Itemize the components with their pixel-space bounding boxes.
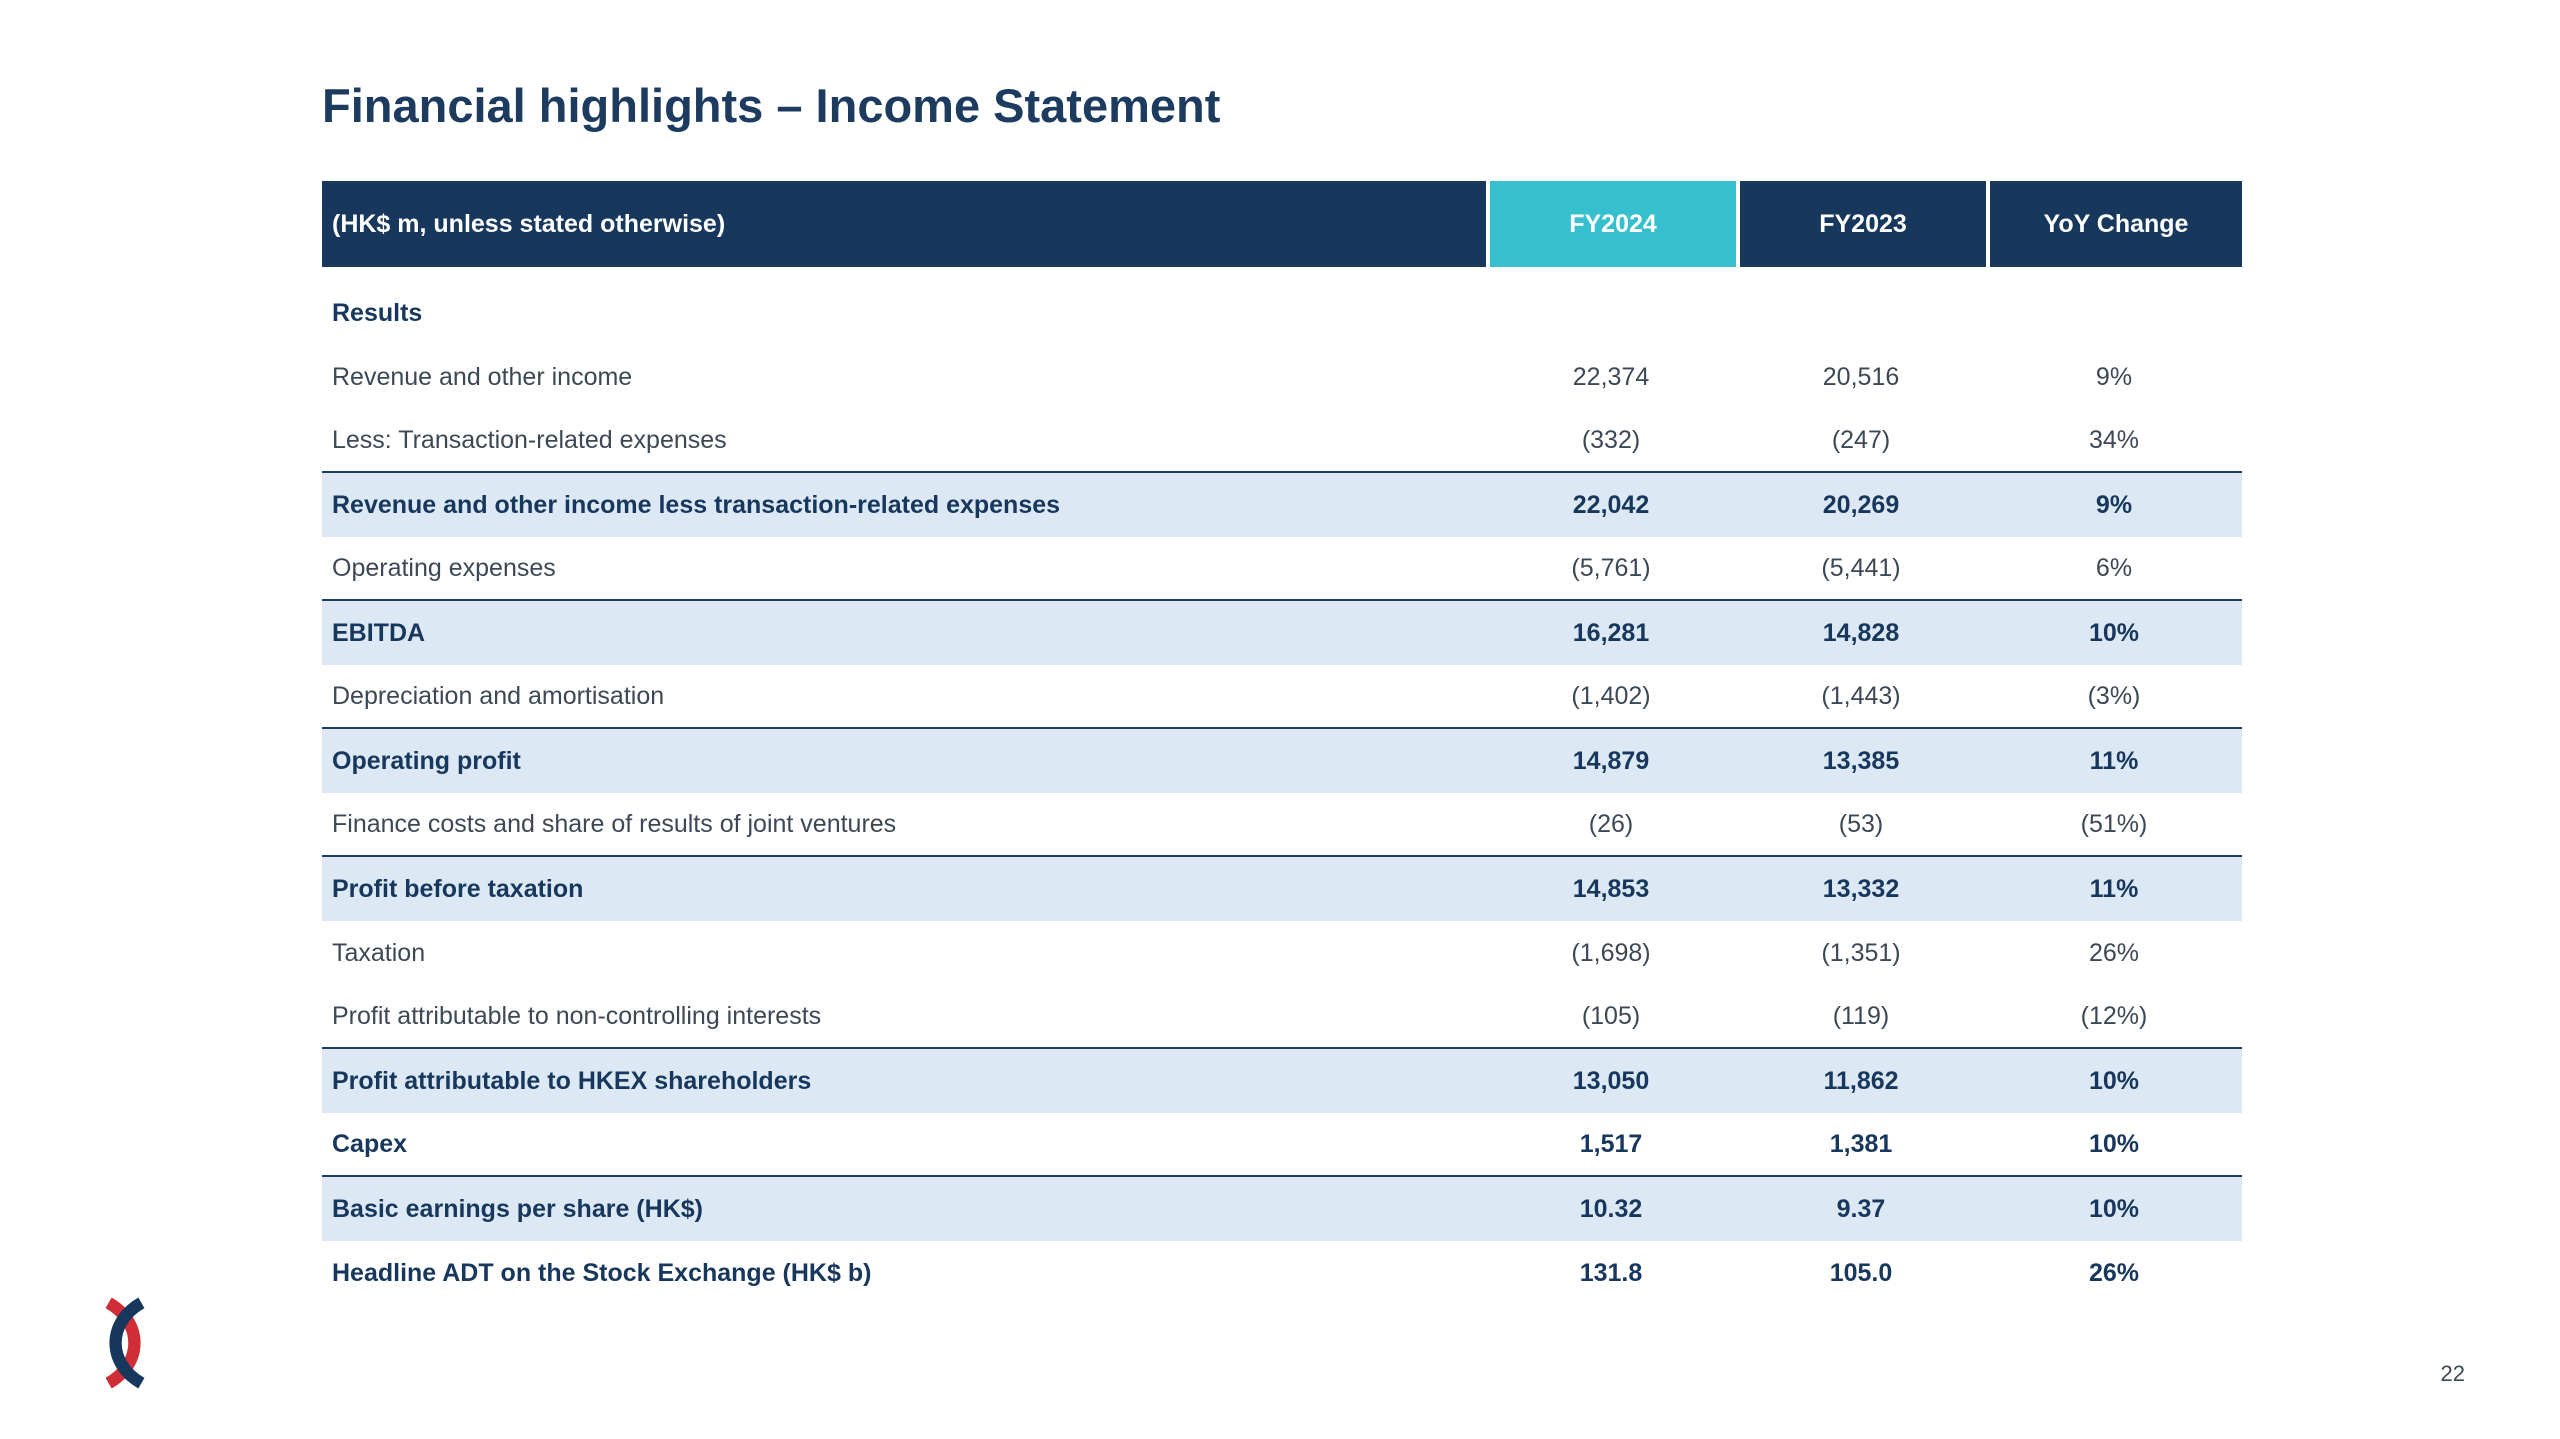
fy2024-value: 131.8 — [1579, 1258, 1643, 1287]
table-row: Headline ADT on the Stock Exchange (HK$ … — [322, 1241, 2242, 1305]
table-row: Profit attributable to non-controlling i… — [322, 985, 2242, 1049]
table-row: Less: Transaction-related expenses (332) (… — [322, 409, 2242, 473]
table-header-units-label: (HK$ m, unless stated otherwise) — [322, 181, 1486, 267]
yoy-change-value: 11% — [2089, 874, 2139, 903]
yoy-change-value: 11% — [2089, 746, 2139, 775]
fy2023-value: (5,441) — [1821, 553, 1901, 582]
row-label: Revenue and other income less transactio… — [332, 490, 1061, 519]
table-row: Depreciation and amortisation (1,402) (1,4… — [322, 665, 2242, 729]
yoy-change-value: 34% — [2088, 425, 2140, 454]
page-title: Financial highlights – Income Statement — [322, 79, 1221, 132]
yoy-change-value: 6% — [2095, 553, 2133, 582]
fy2024-value: (1,402) — [1571, 681, 1651, 710]
fy2024-value: 13,050 — [1572, 1066, 1650, 1095]
fy2024-value: (5,761) — [1571, 553, 1651, 582]
table-header-row: (HK$ m, unless stated otherwise) FY2024 … — [322, 181, 2242, 267]
income-statement-table: (HK$ m, unless stated otherwise) FY2024 … — [322, 181, 2242, 1305]
yoy-change-value: 10% — [2088, 1129, 2140, 1158]
row-label: Basic earnings per share (HK$) — [332, 1194, 703, 1223]
fy2023-value: (119) — [1832, 1001, 1890, 1030]
fy2024-value: 22,374 — [1572, 362, 1650, 391]
slide-content: Financial highlights – Income Statement … — [322, 78, 2242, 1305]
fy2024-value: 14,853 — [1572, 874, 1650, 903]
row-label: Profit before taxation — [332, 874, 584, 903]
fy2024-value: (1,698) — [1571, 938, 1651, 967]
table-row: Results — [322, 281, 2242, 345]
table-row: Operating profit 14,879 13,385 11% — [322, 729, 2242, 793]
table-header-yoy-change: YoY Change — [1986, 181, 2242, 267]
table-row: Profit before taxation 14,853 13,332 11% — [322, 857, 2242, 921]
fy2023-value: 20,269 — [1822, 490, 1900, 519]
row-label: Operating expenses — [332, 553, 556, 582]
fy2023-value: 1,381 — [1829, 1129, 1893, 1158]
fy2024-value: (105) — [1581, 1001, 1641, 1030]
fy2023-value: 105.0 — [1829, 1258, 1893, 1287]
fy2023-value: 9.37 — [1836, 1194, 1886, 1223]
fy2023-value: 13,385 — [1822, 746, 1900, 775]
row-label: EBITDA — [332, 618, 426, 647]
table-header-fy2023: FY2023 — [1736, 181, 1986, 267]
yoy-change-value: 10% — [2088, 1066, 2140, 1095]
table-row: Capex 1,517 1,381 10% — [322, 1113, 2242, 1177]
fy2023-value: 13,332 — [1822, 874, 1900, 903]
hkex-logo — [105, 1297, 145, 1389]
table-row: Basic earnings per share (HK$) 10.32 9.37 1… — [322, 1177, 2242, 1241]
row-label: Headline ADT on the Stock Exchange (HK$ … — [332, 1258, 872, 1287]
fy2023-value: 11,862 — [1823, 1066, 1899, 1095]
fy2024-value: 10.32 — [1579, 1194, 1643, 1223]
table-row: Profit attributable to HKEX shareholders… — [322, 1049, 2242, 1113]
fy2023-value: 14,828 — [1822, 618, 1900, 647]
yoy-change-value: 26% — [2088, 1258, 2140, 1287]
fy2024-value: 14,879 — [1572, 746, 1650, 775]
fy2024-value: (26) — [1588, 809, 1634, 838]
fy2024-value: (332) — [1581, 425, 1641, 454]
row-label: Profit attributable to non-controlling i… — [332, 1001, 822, 1030]
table-row: Revenue and other income less transactio… — [322, 473, 2242, 537]
table-row: Finance costs and share of results of jo… — [322, 793, 2242, 857]
row-label: Capex — [332, 1129, 408, 1158]
yoy-change-value: (12%) — [2080, 1001, 2148, 1030]
hkex-logo-red-stroke — [105, 1297, 141, 1389]
row-label: Revenue and other income — [332, 362, 633, 391]
row-label: Profit attributable to HKEX shareholders — [332, 1066, 812, 1095]
yoy-change-value: (3%) — [2087, 681, 2141, 710]
fy2023-value: (53) — [1838, 809, 1884, 838]
yoy-change-value: 9% — [2095, 362, 2133, 391]
table-row: Operating expenses (5,761) (5,441) 6% — [322, 537, 2242, 601]
fy2023-value: (247) — [1831, 425, 1891, 454]
fy2024-value: 22,042 — [1572, 490, 1650, 519]
yoy-change-value: 26% — [2088, 938, 2140, 967]
yoy-change-value: 10% — [2088, 1194, 2140, 1223]
table-header-fy2024: FY2024 — [1486, 181, 1736, 267]
table-row: Revenue and other income 22,374 20,516 9% — [322, 345, 2242, 409]
fy2024-value: 1,517 — [1579, 1129, 1643, 1158]
fy2023-value: (1,351) — [1821, 938, 1901, 967]
row-label: Taxation — [332, 938, 426, 967]
yoy-change-value: 9% — [2095, 490, 2133, 519]
row-label: Results — [332, 298, 423, 327]
table-row: Taxation (1,698) (1,351) 26% — [322, 921, 2242, 985]
page-number: 22 — [2440, 1361, 2465, 1386]
table-body: Results Revenue and other income 22,374 20,… — [322, 281, 2242, 1305]
row-label: Finance costs and share of results of jo… — [332, 809, 897, 838]
row-label: Depreciation and amortisation — [332, 681, 665, 710]
row-label: Less: Transaction-related expenses — [332, 425, 727, 454]
fy2023-value: (1,443) — [1821, 681, 1901, 710]
fy2024-value: 16,281 — [1572, 618, 1650, 647]
row-label: Operating profit — [332, 746, 521, 775]
table-row: EBITDA 16,281 14,828 10% — [322, 601, 2242, 665]
hkex-logo-navy-stroke — [109, 1297, 145, 1389]
yoy-change-value: 10% — [2088, 618, 2140, 647]
yoy-change-value: (51%) — [2080, 809, 2148, 838]
fy2023-value: 20,516 — [1822, 362, 1900, 391]
